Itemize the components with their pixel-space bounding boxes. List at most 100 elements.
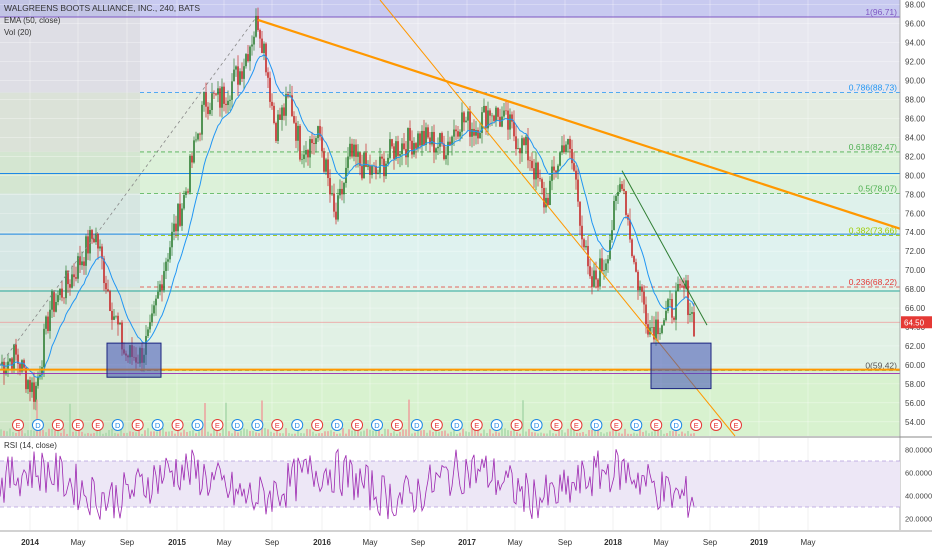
candle-body [425, 127, 427, 145]
candle-body [63, 297, 65, 299]
volume-bar [42, 429, 44, 436]
candle-body [263, 43, 265, 54]
volume-bar [93, 432, 95, 436]
fib-zone [0, 151, 900, 194]
candle-body [161, 284, 163, 291]
candle-body [273, 105, 275, 123]
volume-bar [270, 431, 272, 436]
event-marker-letter: E [215, 421, 220, 430]
rsi-indicator-label[interactable]: RSI (14, close) [4, 441, 57, 450]
candle-body [673, 317, 675, 320]
x-tick-label: May [362, 538, 377, 547]
volume-bar [150, 431, 152, 436]
candle-body [381, 156, 383, 159]
candle-body [517, 148, 519, 150]
candle-body [219, 88, 221, 108]
candle-body [311, 139, 313, 144]
candle-body [349, 143, 351, 157]
event-marker [710, 419, 723, 431]
volume-bar [210, 433, 212, 436]
candle-body [335, 211, 337, 220]
candle-body [393, 146, 395, 159]
volume-bar [195, 433, 197, 436]
event-marker [131, 419, 144, 431]
candle-body [665, 310, 667, 321]
candle-body [447, 141, 449, 156]
volume-bar [531, 432, 533, 436]
trendline-green [621, 170, 708, 326]
candle-body [583, 239, 585, 248]
candle-body [267, 72, 269, 78]
rsi-panel: 80.0000 60.0000 40.0000 20.0000 [0, 446, 932, 524]
y-tick-label: 74.00 [905, 228, 926, 237]
x-tick-label: Sep [120, 538, 135, 547]
y-tick-label: 58.00 [905, 380, 926, 389]
axis-bg [900, 0, 932, 550]
candle-body [453, 129, 455, 137]
volume-bar [351, 430, 353, 436]
volume-bar [423, 429, 425, 436]
volume-bar [297, 430, 299, 436]
candle-body [41, 367, 43, 375]
volume-bar [90, 433, 92, 436]
fib-zone [0, 235, 900, 288]
volume-bar [387, 429, 389, 436]
volume-bar [75, 431, 77, 436]
candle-body [285, 94, 287, 116]
fib-label: 0(59.42) [865, 360, 897, 370]
volume-bar [411, 433, 413, 436]
candle-body [313, 143, 315, 145]
candle-body [559, 152, 561, 166]
candle-body [79, 256, 81, 266]
volume-bar [408, 399, 410, 436]
candle-body [317, 126, 319, 139]
volume-bar [333, 431, 335, 436]
candle-body [391, 139, 393, 147]
candle-body [43, 328, 45, 368]
event-marker-letter: D [673, 421, 679, 430]
volume-bar [315, 433, 317, 436]
volume-bar [60, 432, 62, 436]
volume-bar [228, 431, 230, 436]
candle-body [17, 354, 19, 364]
event-marker [670, 419, 683, 431]
candle-body [251, 44, 253, 47]
candle-body [121, 322, 123, 350]
candle-body [303, 154, 305, 160]
candle-body [385, 163, 387, 177]
fib-zone-bottom [0, 370, 900, 436]
x-tick-label: May [653, 538, 668, 547]
volume-bar [567, 428, 569, 436]
candle-body [571, 149, 573, 164]
fib-label: 1(96.71) [865, 7, 897, 17]
candle-body [545, 197, 547, 208]
candle-body [597, 279, 599, 287]
volume-bar [648, 433, 650, 436]
candle-body [201, 104, 203, 135]
volume-bar [600, 432, 602, 436]
volume-bar [693, 433, 695, 436]
candle-body [581, 225, 583, 240]
event-marker-letter: E [554, 421, 559, 430]
volume-indicator-label[interactable]: Vol (20) [4, 28, 32, 37]
volume-bar [393, 431, 395, 436]
event-marker [590, 419, 603, 431]
candle-body [501, 116, 503, 127]
event-marker [570, 419, 583, 431]
candle-body [59, 288, 61, 296]
candle-body [195, 139, 197, 141]
fib-label: 0.5(78.07) [858, 184, 897, 194]
y-tick-label: 54.00 [905, 418, 926, 427]
candle-body [315, 138, 317, 145]
candle-body [439, 133, 441, 147]
volume-bar [114, 432, 116, 436]
volume-bar [357, 428, 359, 436]
volume-bar [528, 428, 530, 436]
volume-bar [12, 431, 14, 436]
ema-indicator-label[interactable]: EMA (50, close) [4, 16, 61, 25]
event-marker [331, 419, 344, 431]
candle-body [483, 105, 485, 113]
event-marker-letter: E [574, 421, 579, 430]
